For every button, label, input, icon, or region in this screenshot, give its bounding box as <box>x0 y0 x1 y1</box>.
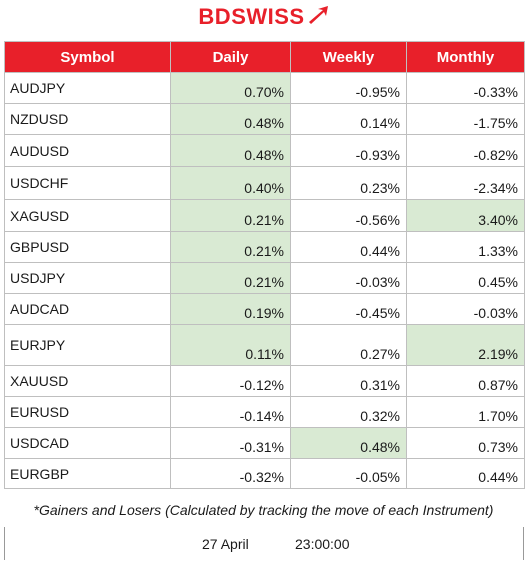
cell-symbol: XAGUSD <box>4 199 171 232</box>
cell-monthly: 0.73% <box>406 427 525 459</box>
table-row: AUDCAD 0.19% -0.45% -0.03% <box>4 293 525 325</box>
table-header-row: Symbol Daily Weekly Monthly <box>4 41 525 73</box>
cell-monthly: 3.40% <box>406 199 525 232</box>
cell-daily: 0.11% <box>170 324 291 366</box>
cell-daily: -0.14% <box>170 396 291 428</box>
cell-daily: 0.19% <box>170 293 291 325</box>
logo-text-bd: BD <box>198 4 232 29</box>
header-monthly: Monthly <box>406 41 525 73</box>
cell-monthly: 0.45% <box>406 262 525 294</box>
cell-daily: 0.21% <box>170 231 291 263</box>
cell-monthly: -0.33% <box>406 72 525 104</box>
cell-daily: 0.21% <box>170 262 291 294</box>
cell-weekly: -0.56% <box>290 199 407 232</box>
cell-daily: 0.48% <box>170 134 291 167</box>
table-row: AUDJPY 0.70% -0.95% -0.33% <box>4 72 525 104</box>
header-symbol: Symbol <box>4 41 171 73</box>
table-row: NZDUSD 0.48% 0.14% -1.75% <box>4 103 525 135</box>
table-row: USDJPY 0.21% -0.03% 0.45% <box>4 262 525 294</box>
cell-weekly: 0.23% <box>290 166 407 200</box>
cell-symbol: GBPUSD <box>4 231 171 263</box>
cell-monthly: 1.33% <box>406 231 525 263</box>
timestamp-time: 23:00:00 <box>295 536 350 552</box>
table-row: GBPUSD 0.21% 0.44% 1.33% <box>4 231 525 263</box>
cell-symbol: USDCHF <box>4 166 171 200</box>
table-row: XAUUSD -0.12% 0.31% 0.87% <box>4 365 525 397</box>
table-row: EURUSD -0.14% 0.32% 1.70% <box>4 396 525 428</box>
cell-symbol: XAUUSD <box>4 365 171 397</box>
cell-weekly: -0.95% <box>290 72 407 104</box>
cell-weekly: 0.31% <box>290 365 407 397</box>
cell-monthly: -0.03% <box>406 293 525 325</box>
cell-monthly: -1.75% <box>406 103 525 135</box>
cell-weekly: 0.48% <box>290 427 407 459</box>
cell-weekly: 0.44% <box>290 231 407 263</box>
cell-daily: 0.40% <box>170 166 291 200</box>
table-row: AUDUSD 0.48% -0.93% -0.82% <box>4 134 525 167</box>
table-row: XAGUSD 0.21% -0.56% 3.40% <box>4 199 525 232</box>
cell-weekly: 0.32% <box>290 396 407 428</box>
cell-monthly: 2.19% <box>406 324 525 366</box>
cell-weekly: -0.93% <box>290 134 407 167</box>
cell-daily: 0.48% <box>170 103 291 135</box>
cell-weekly: -0.45% <box>290 293 407 325</box>
cell-monthly: -0.82% <box>406 134 525 167</box>
table-row: EURJPY 0.11% 0.27% 2.19% <box>4 324 525 366</box>
cell-symbol: EURUSD <box>4 396 171 428</box>
cell-symbol: AUDCAD <box>4 293 171 325</box>
cell-symbol: AUDJPY <box>4 72 171 104</box>
cell-daily: -0.31% <box>170 427 291 459</box>
header-weekly: Weekly <box>290 41 407 73</box>
cell-weekly: -0.05% <box>290 458 407 489</box>
timestamp-date: 27 April <box>202 536 249 552</box>
logo-arrow-icon <box>307 4 329 30</box>
table-row: USDCHF 0.40% 0.23% -2.34% <box>4 166 525 200</box>
table-row: EURGBP -0.32% -0.05% 0.44% <box>4 458 525 489</box>
logo-text-swiss: SWISS <box>231 4 305 29</box>
cell-daily: -0.32% <box>170 458 291 489</box>
cell-weekly: 0.14% <box>290 103 407 135</box>
cell-symbol: EURGBP <box>4 458 171 489</box>
cell-symbol: USDJPY <box>4 262 171 294</box>
cell-daily: 0.70% <box>170 72 291 104</box>
cell-symbol: NZDUSD <box>4 103 171 135</box>
cell-monthly: 0.44% <box>406 458 525 489</box>
cell-daily: 0.21% <box>170 199 291 232</box>
cell-daily: -0.12% <box>170 365 291 397</box>
cell-monthly: 0.87% <box>406 365 525 397</box>
cell-symbol: USDCAD <box>4 427 171 459</box>
cell-weekly: 0.27% <box>290 324 407 366</box>
cell-weekly: -0.03% <box>290 262 407 294</box>
timestamp-box: 27 April 23:00:00 <box>4 527 524 560</box>
header-daily: Daily <box>170 41 291 73</box>
brand-logo: BD SWISS <box>0 4 527 30</box>
cell-monthly: 1.70% <box>406 396 525 428</box>
cell-symbol: AUDUSD <box>4 134 171 167</box>
footnote: *Gainers and Losers (Calculated by track… <box>33 502 494 518</box>
performance-table: Symbol Daily Weekly Monthly AUDJPY 0.70% -… <box>4 41 525 489</box>
cell-monthly: -2.34% <box>406 166 525 200</box>
table-row: USDCAD -0.31% 0.48% 0.73% <box>4 427 525 459</box>
cell-symbol: EURJPY <box>4 324 171 366</box>
